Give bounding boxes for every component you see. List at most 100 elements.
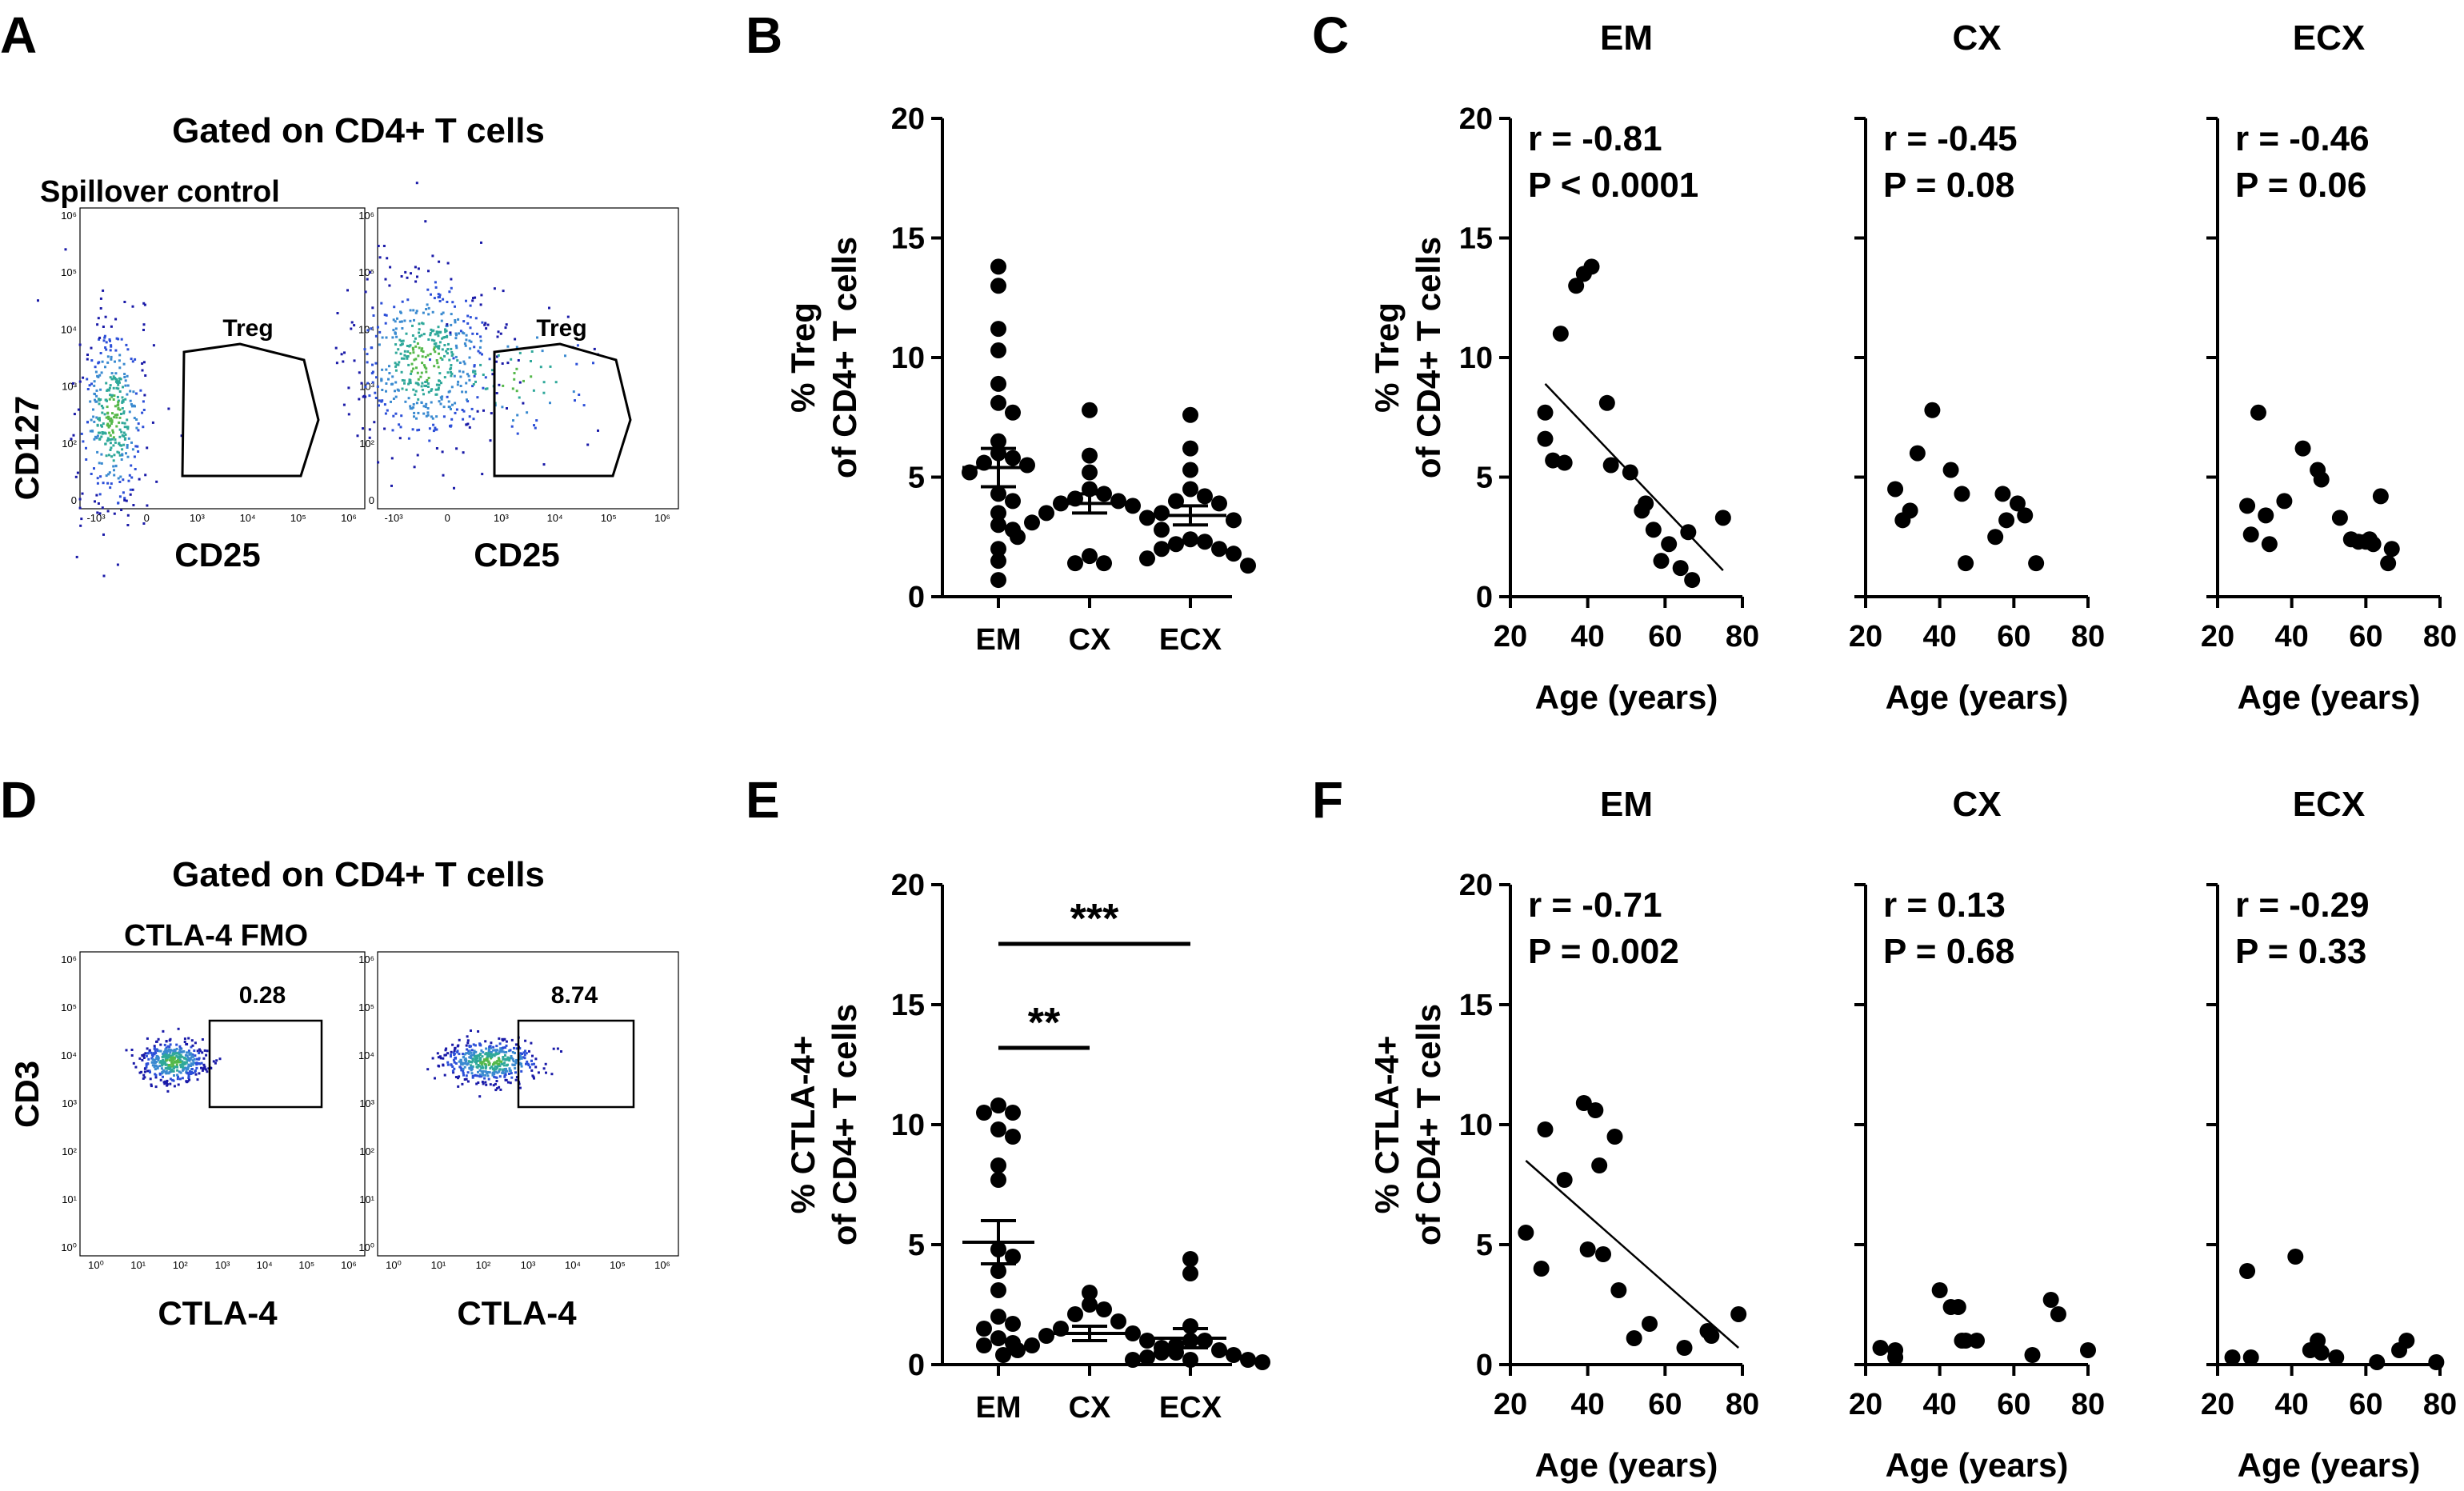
- flow-event-a-left: [106, 406, 109, 409]
- flow-event-d-left: [170, 1054, 172, 1057]
- data-point: [1642, 1316, 1658, 1332]
- flow-event-a-left: [97, 362, 100, 365]
- flow-event-a-right: [440, 319, 443, 322]
- flow-y-tick: 10⁴: [61, 323, 77, 335]
- flow-event-d-right: [450, 1053, 452, 1057]
- flow-event-a-right: [449, 331, 452, 334]
- flow-event-d-right: [444, 1049, 447, 1052]
- data-point: [1622, 464, 1638, 481]
- flow-event-a-right: [368, 394, 371, 398]
- flow-event-d-right: [477, 1064, 480, 1066]
- data-point: [1958, 555, 1974, 572]
- flow-event-a-left: [125, 499, 128, 502]
- flow-event-a-left: [96, 323, 99, 326]
- flow-event-d-left: [155, 1040, 158, 1043]
- flow-event-a-right: [396, 317, 398, 320]
- flow-event-d-left: [157, 1055, 160, 1058]
- data-point: [1139, 1349, 1155, 1365]
- flow-event-d-left: [179, 1071, 182, 1074]
- flow-event-d-left: [176, 1077, 179, 1081]
- flow-event-d-right: [490, 1041, 493, 1045]
- flow-event-a-right: [414, 358, 418, 361]
- flow-event-a-left: [78, 380, 82, 383]
- flow-event-a-left: [124, 384, 127, 387]
- flow-event-a-right: [466, 373, 469, 376]
- flow-event-d-left: [140, 1070, 143, 1073]
- flow-event-a-left: [113, 469, 115, 472]
- flow-event-a-right: [515, 390, 518, 393]
- flow-event-a-right: [413, 466, 416, 469]
- flow-event-a-left: [100, 453, 103, 456]
- flow-event-a-right: [463, 362, 466, 366]
- flow-event-a-left: [142, 302, 146, 305]
- flow-event-d-right: [466, 1062, 470, 1065]
- flow-event-d-left: [182, 1063, 186, 1066]
- flow-x-tick: 10⁰: [386, 1259, 402, 1271]
- data-point: [2372, 488, 2389, 505]
- flow-event-d-left: [164, 1070, 167, 1073]
- flow-event-a-right: [481, 321, 484, 324]
- flow-event-d-left: [166, 1066, 170, 1069]
- flow-event-a-right: [472, 383, 475, 386]
- flow-event-a-left: [127, 479, 130, 482]
- flow-event-d-right: [523, 1057, 526, 1060]
- flow-event-a-right: [454, 321, 457, 324]
- flow-event-a-right: [465, 423, 468, 426]
- flow-event-a-right: [502, 290, 505, 293]
- flow-event-d-left: [194, 1041, 197, 1045]
- flow-event-d-right: [465, 1044, 468, 1047]
- flow-event-a-left: [109, 339, 111, 342]
- flow-event-a-right: [417, 267, 420, 270]
- flow-event-a-right: [431, 310, 434, 314]
- flow-event-a-right: [372, 314, 375, 317]
- flow-event-a-right: [408, 381, 411, 384]
- flow-event-d-left: [179, 1065, 182, 1069]
- flow-event-a-right: [430, 338, 434, 342]
- flow-event-a-right: [433, 297, 436, 300]
- data-point: [1556, 454, 1573, 471]
- flow-event-a-right: [358, 371, 361, 374]
- flow-event-a-right: [452, 357, 455, 360]
- flow-event-a-left: [86, 378, 89, 381]
- data-point: [2369, 1354, 2386, 1370]
- flow-event-d-left: [193, 1049, 196, 1052]
- data-point: [1902, 502, 1918, 519]
- data-point: [2224, 1349, 2241, 1365]
- flow-y-tick: 10¹: [62, 1193, 77, 1205]
- flow-event-d-left: [184, 1053, 187, 1057]
- flow-event-d-left: [169, 1059, 171, 1062]
- flow-event-a-left: [123, 301, 126, 303]
- flow-y-tick: 0: [71, 494, 77, 506]
- flow-event-d-left: [176, 1052, 178, 1055]
- flow-event-d-left: [191, 1044, 194, 1047]
- flow-event-a-right: [450, 354, 454, 357]
- flow-event-a-right: [457, 380, 460, 383]
- flow-event-a-left: [77, 408, 80, 411]
- flow-event-a-right: [440, 382, 442, 385]
- flow-event-a-left: [130, 358, 133, 361]
- flow-event-a-right: [461, 390, 464, 394]
- flow-event-a-right: [384, 278, 387, 281]
- flow-event-d-left: [162, 1058, 165, 1061]
- flow-event-a-right: [403, 354, 406, 357]
- flow-event-d-left: [202, 1067, 205, 1070]
- flow-event-a-right: [511, 387, 514, 390]
- flow-event-d-right: [479, 1061, 482, 1064]
- flow-event-a-left: [123, 497, 126, 500]
- data-point: [1082, 1285, 1098, 1301]
- flow-event-a-left: [103, 431, 106, 434]
- panel-letter-b: B: [746, 6, 782, 64]
- flow-event-d-left: [193, 1057, 196, 1061]
- chart-title: EM: [1600, 785, 1653, 824]
- data-point: [1082, 464, 1098, 481]
- flow-event-a-left: [129, 493, 132, 496]
- flow-event-a-left: [93, 420, 96, 423]
- flow-event-a-right: [378, 343, 381, 346]
- flow-event-d-right: [462, 1072, 465, 1074]
- flow-event-a-right: [438, 372, 442, 375]
- flow-event-d-left: [146, 1037, 149, 1040]
- flow-event-a-right: [469, 326, 472, 330]
- flow-event-d-right: [537, 1071, 540, 1074]
- data-point: [1211, 1342, 1227, 1358]
